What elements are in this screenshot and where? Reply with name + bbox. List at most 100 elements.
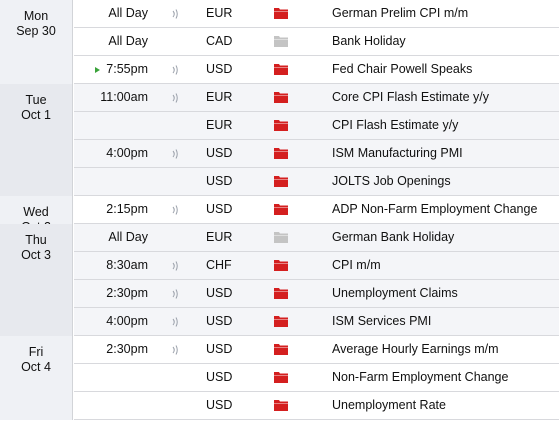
day-date: Sep 30 (16, 24, 56, 38)
event-title[interactable]: Unemployment Rate (332, 398, 446, 412)
event-currency: EUR (206, 118, 233, 132)
play-icon[interactable] (95, 67, 100, 73)
event-time: 8:30am (106, 258, 148, 272)
event-title[interactable]: CPI Flash Estimate y/y (332, 118, 459, 132)
event-currency: USD (206, 398, 233, 412)
day-date: Oct 1 (21, 108, 51, 122)
day-name: Tue (25, 93, 47, 107)
event-time: 2:30pm (106, 342, 148, 356)
event-title[interactable]: Average Hourly Earnings m/m (332, 342, 499, 356)
day-name: Fri (28, 345, 44, 359)
day-group: WedOct 2 2:15pm USD ADP Non-Farm Employment… (0, 196, 559, 234)
event-title[interactable]: ADP Non-Farm Employment Change (332, 202, 538, 216)
event-row[interactable]: 4:00pm USD ISM Services PMI (74, 308, 559, 336)
event-currency: CAD (206, 34, 233, 48)
event-row[interactable]: All Day EUR German Bank Holiday (74, 224, 559, 252)
event-title[interactable]: Bank Holiday (332, 34, 406, 48)
event-row[interactable]: All Day EUR German Prelim CPI m/m (74, 0, 559, 28)
event-currency: CHF (206, 258, 232, 272)
event-title[interactable]: Unemployment Claims (332, 286, 458, 300)
event-row[interactable]: 8:30am CHF CPI m/m (74, 252, 559, 280)
event-time: All Day (108, 6, 148, 20)
event-currency: EUR (206, 6, 233, 20)
event-time (74, 168, 148, 195)
event-currency: USD (206, 342, 233, 356)
high-impact-folder-icon[interactable] (274, 399, 288, 411)
sound-wave-icon[interactable] (172, 205, 180, 215)
event-row[interactable]: USD JOLTS Job Openings (74, 168, 559, 196)
date-cell: Tue Oct 1 (0, 84, 73, 196)
event-currency: USD (206, 174, 233, 188)
day-name: Thu (25, 233, 47, 247)
sound-wave-icon[interactable] (172, 317, 180, 327)
event-row[interactable]: EUR CPI Flash Estimate y/y (74, 112, 559, 140)
day-group: Tue Oct 1 11:00am EUR Core CPI Flash Estimat… (0, 84, 559, 196)
event-row[interactable]: 7:55pm USD Fed Chair Powell Speaks (74, 56, 559, 84)
event-row[interactable]: USD Unemployment Rate (74, 392, 559, 420)
event-row[interactable]: 4:00pm USD ISM Manufacturing PMI (74, 140, 559, 168)
event-currency: USD (206, 62, 233, 76)
event-title[interactable]: German Bank Holiday (332, 230, 455, 244)
high-impact-folder-icon[interactable] (274, 315, 288, 327)
sound-wave-icon[interactable] (172, 93, 180, 103)
high-impact-folder-icon[interactable] (274, 7, 288, 19)
sound-wave-icon[interactable] (172, 289, 180, 299)
day-group: Fri Oct 4 2:30pm USD Average Hourly Earnings… (0, 336, 559, 420)
day-name: Wed (23, 205, 49, 219)
date-cell: Fri Oct 4 (0, 336, 73, 420)
high-impact-folder-icon[interactable] (274, 343, 288, 355)
sound-wave-icon[interactable] (172, 65, 180, 75)
event-currency: EUR (206, 90, 233, 104)
high-impact-folder-icon[interactable] (274, 259, 288, 271)
event-currency: USD (206, 370, 233, 384)
event-title[interactable]: CPI m/m (332, 258, 381, 272)
event-row[interactable]: 11:00am EUR Core CPI Flash Estimate y/y (74, 84, 559, 112)
day-date: Oct 4 (21, 360, 51, 374)
event-row[interactable]: 2:30pm USD Average Hourly Earnings m/m (74, 336, 559, 364)
event-title[interactable]: German Prelim CPI m/m (332, 6, 469, 20)
event-time: All Day (108, 230, 148, 244)
event-currency: USD (206, 286, 233, 300)
date-cell: Mon Sep 30 (0, 0, 73, 84)
sound-wave-icon[interactable] (172, 149, 180, 159)
event-time (74, 364, 148, 391)
date-cell: WedOct 2 (0, 196, 73, 234)
event-title[interactable]: Fed Chair Powell Speaks (332, 62, 473, 76)
event-title[interactable]: ISM Manufacturing PMI (332, 146, 463, 160)
event-currency: USD (206, 146, 233, 160)
event-title[interactable]: JOLTS Job Openings (332, 174, 451, 188)
sound-wave-icon[interactable] (172, 261, 180, 271)
day-date: Oct 3 (21, 248, 51, 262)
high-impact-folder-icon[interactable] (274, 63, 288, 75)
event-title[interactable]: Core CPI Flash Estimate y/y (332, 90, 489, 104)
event-title[interactable]: Non-Farm Employment Change (332, 370, 509, 384)
event-row[interactable]: 2:15pm USD ADP Non-Farm Employment Change (74, 196, 559, 224)
event-time: 2:15pm (106, 202, 148, 216)
sound-wave-icon[interactable] (172, 345, 180, 355)
event-time (74, 112, 148, 139)
event-time: 2:30pm (106, 286, 148, 300)
sound-wave-icon[interactable] (172, 9, 180, 19)
event-row[interactable]: 2:30pm USD Unemployment Claims (74, 280, 559, 308)
high-impact-folder-icon[interactable] (274, 175, 288, 187)
date-cell: Thu Oct 3 (0, 224, 73, 336)
event-row[interactable]: All Day CAD Bank Holiday (74, 28, 559, 56)
day-group: Thu Oct 3 All Day EUR German Bank Holiday 8:3… (0, 224, 559, 336)
high-impact-folder-icon[interactable] (274, 147, 288, 159)
event-title[interactable]: ISM Services PMI (332, 314, 432, 328)
high-impact-folder-icon[interactable] (274, 371, 288, 383)
event-time: All Day (108, 34, 148, 48)
event-time: 11:00am (100, 90, 148, 104)
holiday-folder-icon[interactable] (274, 35, 288, 47)
event-row[interactable]: USD Non-Farm Employment Change (74, 364, 559, 392)
high-impact-folder-icon[interactable] (274, 287, 288, 299)
event-currency: USD (206, 314, 233, 328)
high-impact-folder-icon[interactable] (274, 91, 288, 103)
holiday-folder-icon[interactable] (274, 231, 288, 243)
high-impact-folder-icon[interactable] (274, 203, 288, 215)
event-time (74, 392, 148, 419)
event-currency: EUR (206, 230, 233, 244)
event-time: 4:00pm (106, 314, 148, 328)
high-impact-folder-icon[interactable] (274, 119, 288, 131)
